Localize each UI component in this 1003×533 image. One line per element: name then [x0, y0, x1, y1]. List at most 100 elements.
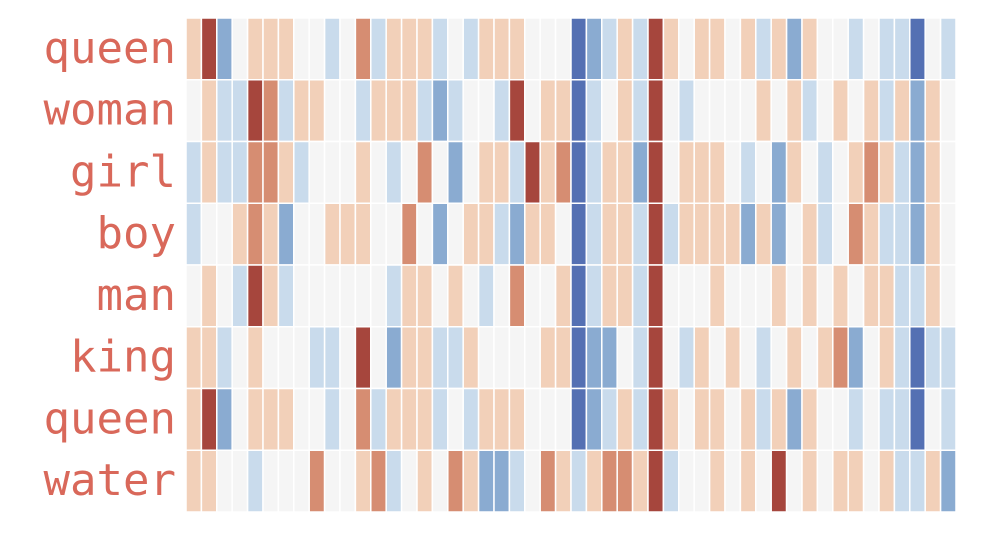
heatmap-cell: [339, 140, 357, 204]
heatmap-cell: [585, 387, 603, 451]
heatmap-cell: [400, 140, 418, 204]
heatmap-cell: [231, 17, 249, 81]
heatmap-cell: [293, 387, 310, 451]
heatmap-cell: [693, 326, 711, 390]
heatmap-cell: [185, 449, 203, 513]
heatmap-cell: [447, 202, 464, 266]
heatmap-cell: [277, 264, 295, 328]
heatmap-cell: [200, 202, 218, 266]
heatmap-cell: [755, 387, 772, 451]
heatmap-cell: [647, 202, 665, 266]
heatmap-cell: [785, 326, 803, 390]
heatmap-cell: [539, 449, 557, 513]
heatmap-cell: [770, 79, 788, 143]
heatmap-cell: [554, 140, 572, 204]
heatmap-cell: [770, 202, 788, 266]
heatmap-cell: [770, 326, 788, 390]
heatmap-cell: [847, 326, 865, 390]
heatmap-cell: [909, 449, 926, 513]
heatmap-cell: [570, 79, 588, 143]
heatmap-cell: [185, 264, 203, 328]
heatmap-cell: [539, 326, 557, 390]
heatmap-cell: [708, 140, 726, 204]
heatmap-cell: [862, 202, 880, 266]
heatmap-cell: [878, 387, 896, 451]
heatmap-cell: [862, 17, 880, 81]
heatmap-cell: [924, 17, 942, 81]
heatmap-cell: [924, 202, 942, 266]
heatmap-cell: [323, 202, 341, 266]
heatmap-cell: [231, 79, 249, 143]
heatmap-cell: [893, 326, 911, 390]
heatmap-cell: [339, 79, 357, 143]
heatmap-cell: [308, 449, 326, 513]
heatmap-cell: [878, 202, 896, 266]
heatmap-cell: [570, 264, 588, 328]
heatmap-cell: [893, 79, 911, 143]
heatmap-cell: [585, 17, 603, 81]
heatmap-cell: [431, 140, 449, 204]
heatmap-cell: [431, 202, 449, 266]
heatmap-cell: [939, 79, 957, 143]
heatmap-cell: [816, 449, 834, 513]
heatmap-cell: [216, 449, 233, 513]
heatmap-cell: [847, 449, 865, 513]
heatmap-cell: [477, 264, 495, 328]
heatmap-cell: [816, 140, 834, 204]
heatmap-cell: [570, 17, 588, 81]
heatmap-cell: [616, 79, 634, 143]
heatmap-cell: [308, 387, 326, 451]
heatmap-cell: [216, 326, 233, 390]
heatmap-cell: [631, 17, 649, 81]
heatmap-cell: [293, 140, 310, 204]
heatmap-cell: [801, 17, 819, 81]
heatmap-cell: [524, 202, 541, 266]
heatmap-cell: [708, 387, 726, 451]
heatmap-cell: [508, 202, 526, 266]
heatmap-cell: [601, 140, 618, 204]
heatmap-cell: [801, 79, 819, 143]
heatmap-cell: [909, 79, 926, 143]
heatmap-cell: [832, 264, 849, 328]
heatmap-cell: [693, 17, 711, 81]
heatmap-cell: [585, 326, 603, 390]
heatmap-cell: [708, 326, 726, 390]
heatmap-cell: [370, 140, 387, 204]
heatmap-cell: [524, 326, 541, 390]
heatmap-cell: [462, 202, 480, 266]
heatmap-cell: [832, 79, 849, 143]
heatmap-cell: [847, 264, 865, 328]
heatmap-cell: [862, 264, 880, 328]
row-label: man: [97, 270, 176, 321]
heatmap-cell: [508, 79, 526, 143]
heatmap-cell: [554, 326, 572, 390]
heatmap-cell: [200, 326, 218, 390]
heatmap-cell: [277, 449, 295, 513]
heatmap-cell: [354, 387, 372, 451]
heatmap-cell: [616, 264, 634, 328]
heatmap-cell: [693, 79, 711, 143]
heatmap-cell: [370, 449, 387, 513]
heatmap-cell: [554, 79, 572, 143]
heatmap-cell: [200, 79, 218, 143]
heatmap-cell: [323, 264, 341, 328]
heatmap-cell: [246, 202, 264, 266]
heatmap-cell: [585, 140, 603, 204]
heatmap-cell: [185, 140, 203, 204]
heatmap-cell: [246, 79, 264, 143]
heatmap-cell: [739, 387, 757, 451]
heatmap-cell: [323, 140, 341, 204]
heatmap-cell: [524, 449, 541, 513]
heatmap-cell: [293, 326, 310, 390]
heatmap-cell: [262, 79, 280, 143]
heatmap-cell: [508, 387, 526, 451]
heatmap-cell: [878, 326, 896, 390]
heatmap-cell: [816, 202, 834, 266]
heatmap-cell: [354, 264, 372, 328]
heatmap-cell: [539, 17, 557, 81]
heatmap-cell: [924, 449, 942, 513]
heatmap-cell: [601, 387, 618, 451]
heatmap-cell: [862, 326, 880, 390]
heatmap-cell: [539, 79, 557, 143]
heatmap-cell: [678, 264, 695, 328]
